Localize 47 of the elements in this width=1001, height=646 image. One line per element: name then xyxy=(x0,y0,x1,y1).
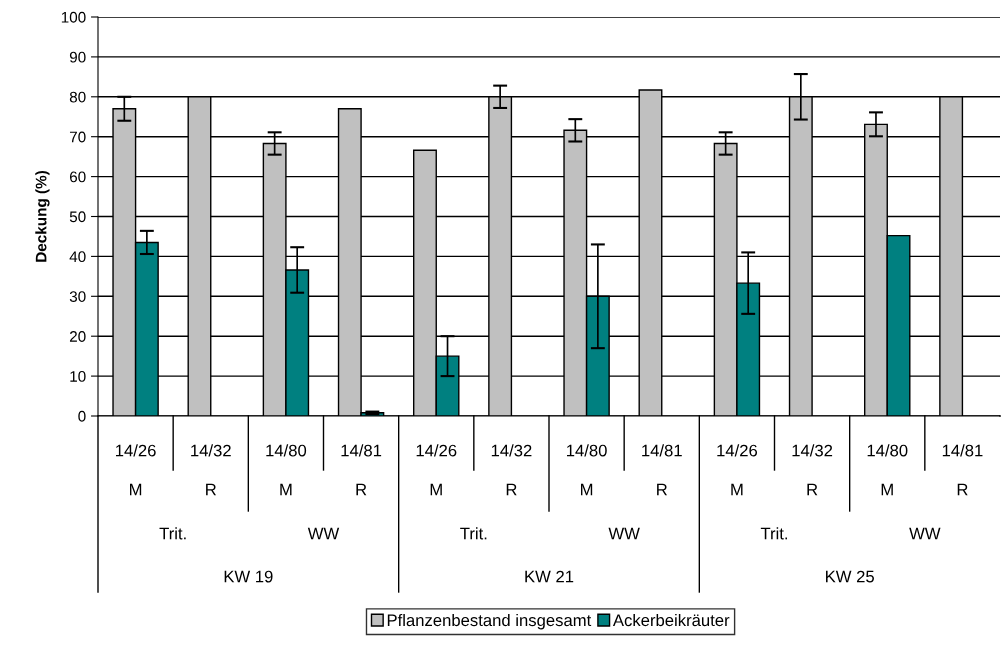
text: Trit. xyxy=(460,527,487,540)
y-tick-label: 50 xyxy=(69,211,86,223)
x-tick-label: 14/81 xyxy=(642,444,682,457)
text: WW xyxy=(307,527,340,540)
y-tick-label: 30 xyxy=(69,291,86,302)
x-tick-label: 14/32 xyxy=(191,444,231,457)
text: WW xyxy=(608,527,640,540)
y-tick-label: 80 xyxy=(69,91,86,103)
y-tick-label: 20 xyxy=(69,331,86,342)
y-tick-label: 60 xyxy=(69,171,86,183)
text: R xyxy=(657,483,667,496)
text: R xyxy=(957,483,968,496)
x-tick-label: 14/32 xyxy=(792,444,833,457)
text: KW 19 xyxy=(224,570,273,583)
x-tick-label: 14/80 xyxy=(567,444,607,457)
x-tick-label: 14/26 xyxy=(416,444,457,457)
y-tick-label: 90 xyxy=(69,51,86,63)
legend-label: Pflanzenbestand insgesamt xyxy=(387,613,592,630)
legend-label: Ackerbeikräuter xyxy=(612,613,730,627)
text: R xyxy=(356,483,367,496)
x-tick-label: 14/26 xyxy=(116,444,156,457)
text: R xyxy=(206,483,216,496)
text: KW 25 xyxy=(826,570,874,583)
text: M xyxy=(731,483,743,496)
x-tick-label: 14/81 xyxy=(341,444,382,457)
text: M xyxy=(430,483,442,496)
y-tick-label: 100 xyxy=(61,11,86,23)
text: KW 21 xyxy=(525,570,574,583)
x-tick-label: 14/81 xyxy=(942,444,983,457)
text: M xyxy=(881,483,893,496)
y-tick-label: 40 xyxy=(69,251,86,263)
y-axis-title: Deckung (%) xyxy=(35,170,50,262)
text: R xyxy=(506,483,517,496)
x-tick-label: 14/80 xyxy=(867,444,908,457)
text: M xyxy=(280,483,292,496)
text: M xyxy=(581,483,593,496)
x-tick-label: 14/26 xyxy=(717,444,758,457)
text: Trit. xyxy=(159,527,186,540)
y-tick-label: 0 xyxy=(78,410,86,422)
text: WW xyxy=(909,527,941,540)
x-tick-label: 14/80 xyxy=(266,444,307,457)
x-tick-label: 14/32 xyxy=(491,444,532,457)
y-tick-label: 70 xyxy=(69,131,86,143)
text: R xyxy=(807,483,818,496)
y-tick-label: 10 xyxy=(70,370,86,382)
text: Trit. xyxy=(760,527,788,540)
text: M xyxy=(130,483,142,496)
